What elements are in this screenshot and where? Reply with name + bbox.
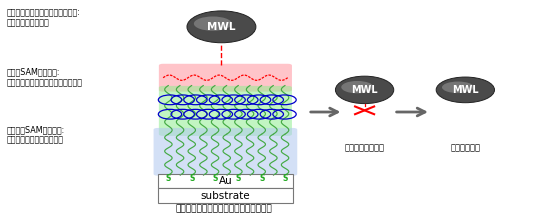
Ellipse shape: [442, 82, 474, 93]
Text: 官能基化リグニン: 官能基化リグニン: [345, 143, 385, 152]
Bar: [158, 188, 293, 203]
Text: MWL: MWL: [351, 85, 378, 95]
Ellipse shape: [436, 77, 495, 103]
FancyBboxPatch shape: [154, 128, 297, 176]
Text: S: S: [189, 174, 195, 183]
Text: substrate: substrate: [200, 190, 250, 200]
Text: S: S: [212, 174, 218, 183]
Ellipse shape: [341, 81, 373, 93]
Bar: [158, 174, 293, 188]
FancyBboxPatch shape: [159, 64, 292, 92]
Text: リグニン固定化自己組織化単分子膜基板: リグニン固定化自己組織化単分子膜基板: [176, 205, 272, 214]
Text: S: S: [236, 174, 241, 183]
Text: S: S: [282, 174, 288, 183]
Ellipse shape: [335, 76, 394, 103]
Text: MWL: MWL: [452, 85, 479, 95]
Text: 親水性SAM膜の形成:
オリゴエチレングリコールユニット: 親水性SAM膜の形成: オリゴエチレングリコールユニット: [7, 68, 83, 87]
Text: S: S: [166, 174, 171, 183]
Text: 共有結合によりリグニンを固定化:
クリック反応の利用: 共有結合によりリグニンを固定化: クリック反応の利用: [7, 8, 80, 27]
Ellipse shape: [187, 11, 256, 43]
Ellipse shape: [194, 17, 232, 31]
Text: 磨砕リグニン: 磨砕リグニン: [450, 143, 480, 152]
Text: MWL: MWL: [207, 22, 236, 32]
Text: 高密度なSAM膜の形成:
アルカンチオールユニット: 高密度なSAM膜の形成: アルカンチオールユニット: [7, 125, 65, 145]
Text: Au: Au: [219, 176, 232, 186]
FancyBboxPatch shape: [159, 86, 292, 136]
Text: S: S: [259, 174, 264, 183]
